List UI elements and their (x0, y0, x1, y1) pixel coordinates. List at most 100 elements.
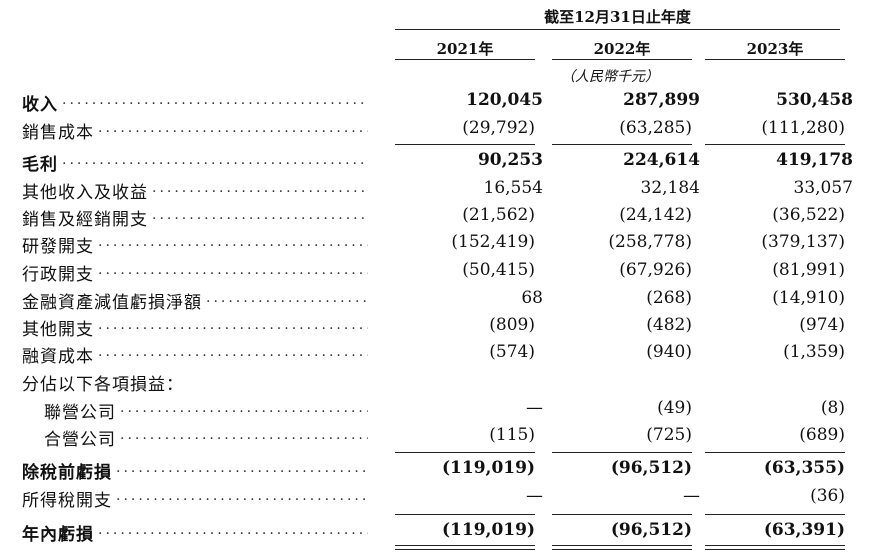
cell-value: 90,253 (477, 150, 543, 170)
cell-value: (574) (489, 342, 535, 362)
row-label: 合營公司 (44, 430, 116, 450)
dot-leader: ........................................… (62, 152, 368, 168)
row-label: 聯營公司 (44, 403, 116, 423)
cell-value: (111,280) (761, 118, 845, 138)
row-label: 研發開支 (22, 237, 94, 257)
subtotal-rule (395, 144, 535, 145)
cell-value: 530,458 (776, 90, 853, 110)
table-row: 其他開支....................................… (0, 315, 875, 341)
cell-value: 68 (521, 288, 543, 308)
dot-leader: ........................................… (98, 234, 368, 250)
cell-value: (50,415) (462, 260, 535, 280)
cell-value: (29,792) (462, 118, 535, 138)
total-double-rule (705, 545, 845, 546)
total-double-rule (552, 545, 692, 546)
dot-leader: ........................................… (98, 120, 368, 136)
dot-leader: ........................................… (120, 400, 368, 416)
header-rule (395, 29, 840, 30)
cell-value: (258,778) (608, 232, 692, 252)
row-label: 分佔以下各項損益： (22, 375, 184, 395)
row-label: 行政開支 (22, 265, 94, 285)
cell-value: (67,926) (619, 260, 692, 280)
table-row: 行政開支....................................… (0, 260, 875, 286)
year-2023: 2023年 (746, 40, 804, 58)
subtotal-rule (705, 514, 845, 515)
dot-leader: ........................................… (120, 427, 368, 443)
year-rule (552, 59, 692, 60)
row-label: 所得稅開支 (22, 491, 112, 511)
total-double-rule (395, 545, 535, 546)
table-row: 收入......................................… (0, 90, 875, 116)
dot-leader: ........................................… (98, 344, 368, 360)
year-rule (395, 59, 535, 60)
dot-leader: ........................................… (98, 317, 368, 333)
row-label: 融資成本 (22, 347, 94, 367)
cell-value: (119,019) (442, 458, 535, 478)
cell-value: — (683, 486, 700, 506)
cell-value: 33,057 (793, 178, 853, 198)
year-2021: 2021年 (436, 40, 494, 58)
table-row: 融資成本....................................… (0, 342, 875, 368)
year-2022: 2022年 (593, 40, 651, 58)
subtotal-rule (705, 144, 845, 145)
cell-value: 419,178 (776, 150, 853, 170)
cell-value: 224,614 (623, 150, 700, 170)
cell-value: 16,554 (483, 178, 543, 198)
table-row: 聯營公司....................................… (0, 398, 875, 424)
total-double-rule (552, 549, 692, 550)
table-row: 銷售成本....................................… (0, 118, 875, 144)
cell-value: (152,419) (451, 232, 535, 252)
cell-value: — (526, 398, 543, 418)
subtotal-rule (395, 452, 535, 453)
cell-value: (379,137) (761, 232, 845, 252)
cell-value: (21,562) (462, 205, 535, 225)
table-row: 合營公司....................................… (0, 425, 875, 451)
table-row: 分佔以下各項損益： (0, 370, 875, 396)
subtotal-rule (552, 144, 692, 145)
dot-leader: ........................................… (62, 92, 368, 108)
table-row: 研發開支....................................… (0, 232, 875, 258)
cell-value: (96,512) (610, 458, 692, 478)
dot-leader: ........................................… (98, 262, 368, 278)
cell-value: 120,045 (466, 90, 543, 110)
cell-value: (49) (657, 398, 692, 418)
cell-value: (974) (799, 315, 845, 335)
cell-value: (8) (820, 398, 845, 418)
cell-value: (24,142) (619, 205, 692, 225)
cell-value: (63,285) (619, 118, 692, 138)
total-double-rule (395, 549, 535, 550)
row-label: 其他收入及收益 (22, 183, 148, 203)
row-label: 銷售成本 (22, 123, 94, 143)
cell-value: (36,522) (772, 205, 845, 225)
subtotal-rule (395, 514, 535, 515)
row-label: 年內虧損 (22, 525, 94, 545)
dot-leader: ........................................… (98, 522, 368, 538)
cell-value: (725) (646, 425, 692, 445)
row-label: 除稅前虧損 (22, 463, 112, 483)
cell-value: (689) (799, 425, 845, 445)
cell-value: (119,019) (442, 520, 535, 540)
table-row: 年內虧損....................................… (0, 520, 875, 546)
cell-value: (63,391) (763, 520, 845, 540)
table-row: 其他收入及收益.................................… (0, 178, 875, 204)
dot-leader: ........................................… (206, 290, 368, 306)
cell-value: 287,899 (623, 90, 700, 110)
row-label: 銷售及經銷開支 (22, 210, 148, 230)
cell-value: (115) (489, 425, 535, 445)
table-row: 除稅前虧損...................................… (0, 458, 875, 484)
table-row: 毛利......................................… (0, 150, 875, 176)
cell-value: (81,991) (772, 260, 845, 280)
table-row: 金融資產減值虧損淨額..............................… (0, 288, 875, 314)
table-row: 所得稅開支...................................… (0, 486, 875, 512)
dot-leader: ........................................… (152, 180, 368, 196)
subtotal-rule (552, 452, 692, 453)
row-label: 毛利 (22, 155, 58, 175)
dot-leader: ........................................… (152, 207, 368, 223)
subtotal-rule (552, 514, 692, 515)
total-double-rule (705, 549, 845, 550)
row-label: 金融資產減值虧損淨額 (22, 293, 202, 313)
year-rule (705, 59, 845, 60)
period-title: 截至12月31日止年度 (544, 8, 691, 26)
cell-value: (96,512) (610, 520, 692, 540)
dot-leader: ........................................… (116, 460, 368, 476)
